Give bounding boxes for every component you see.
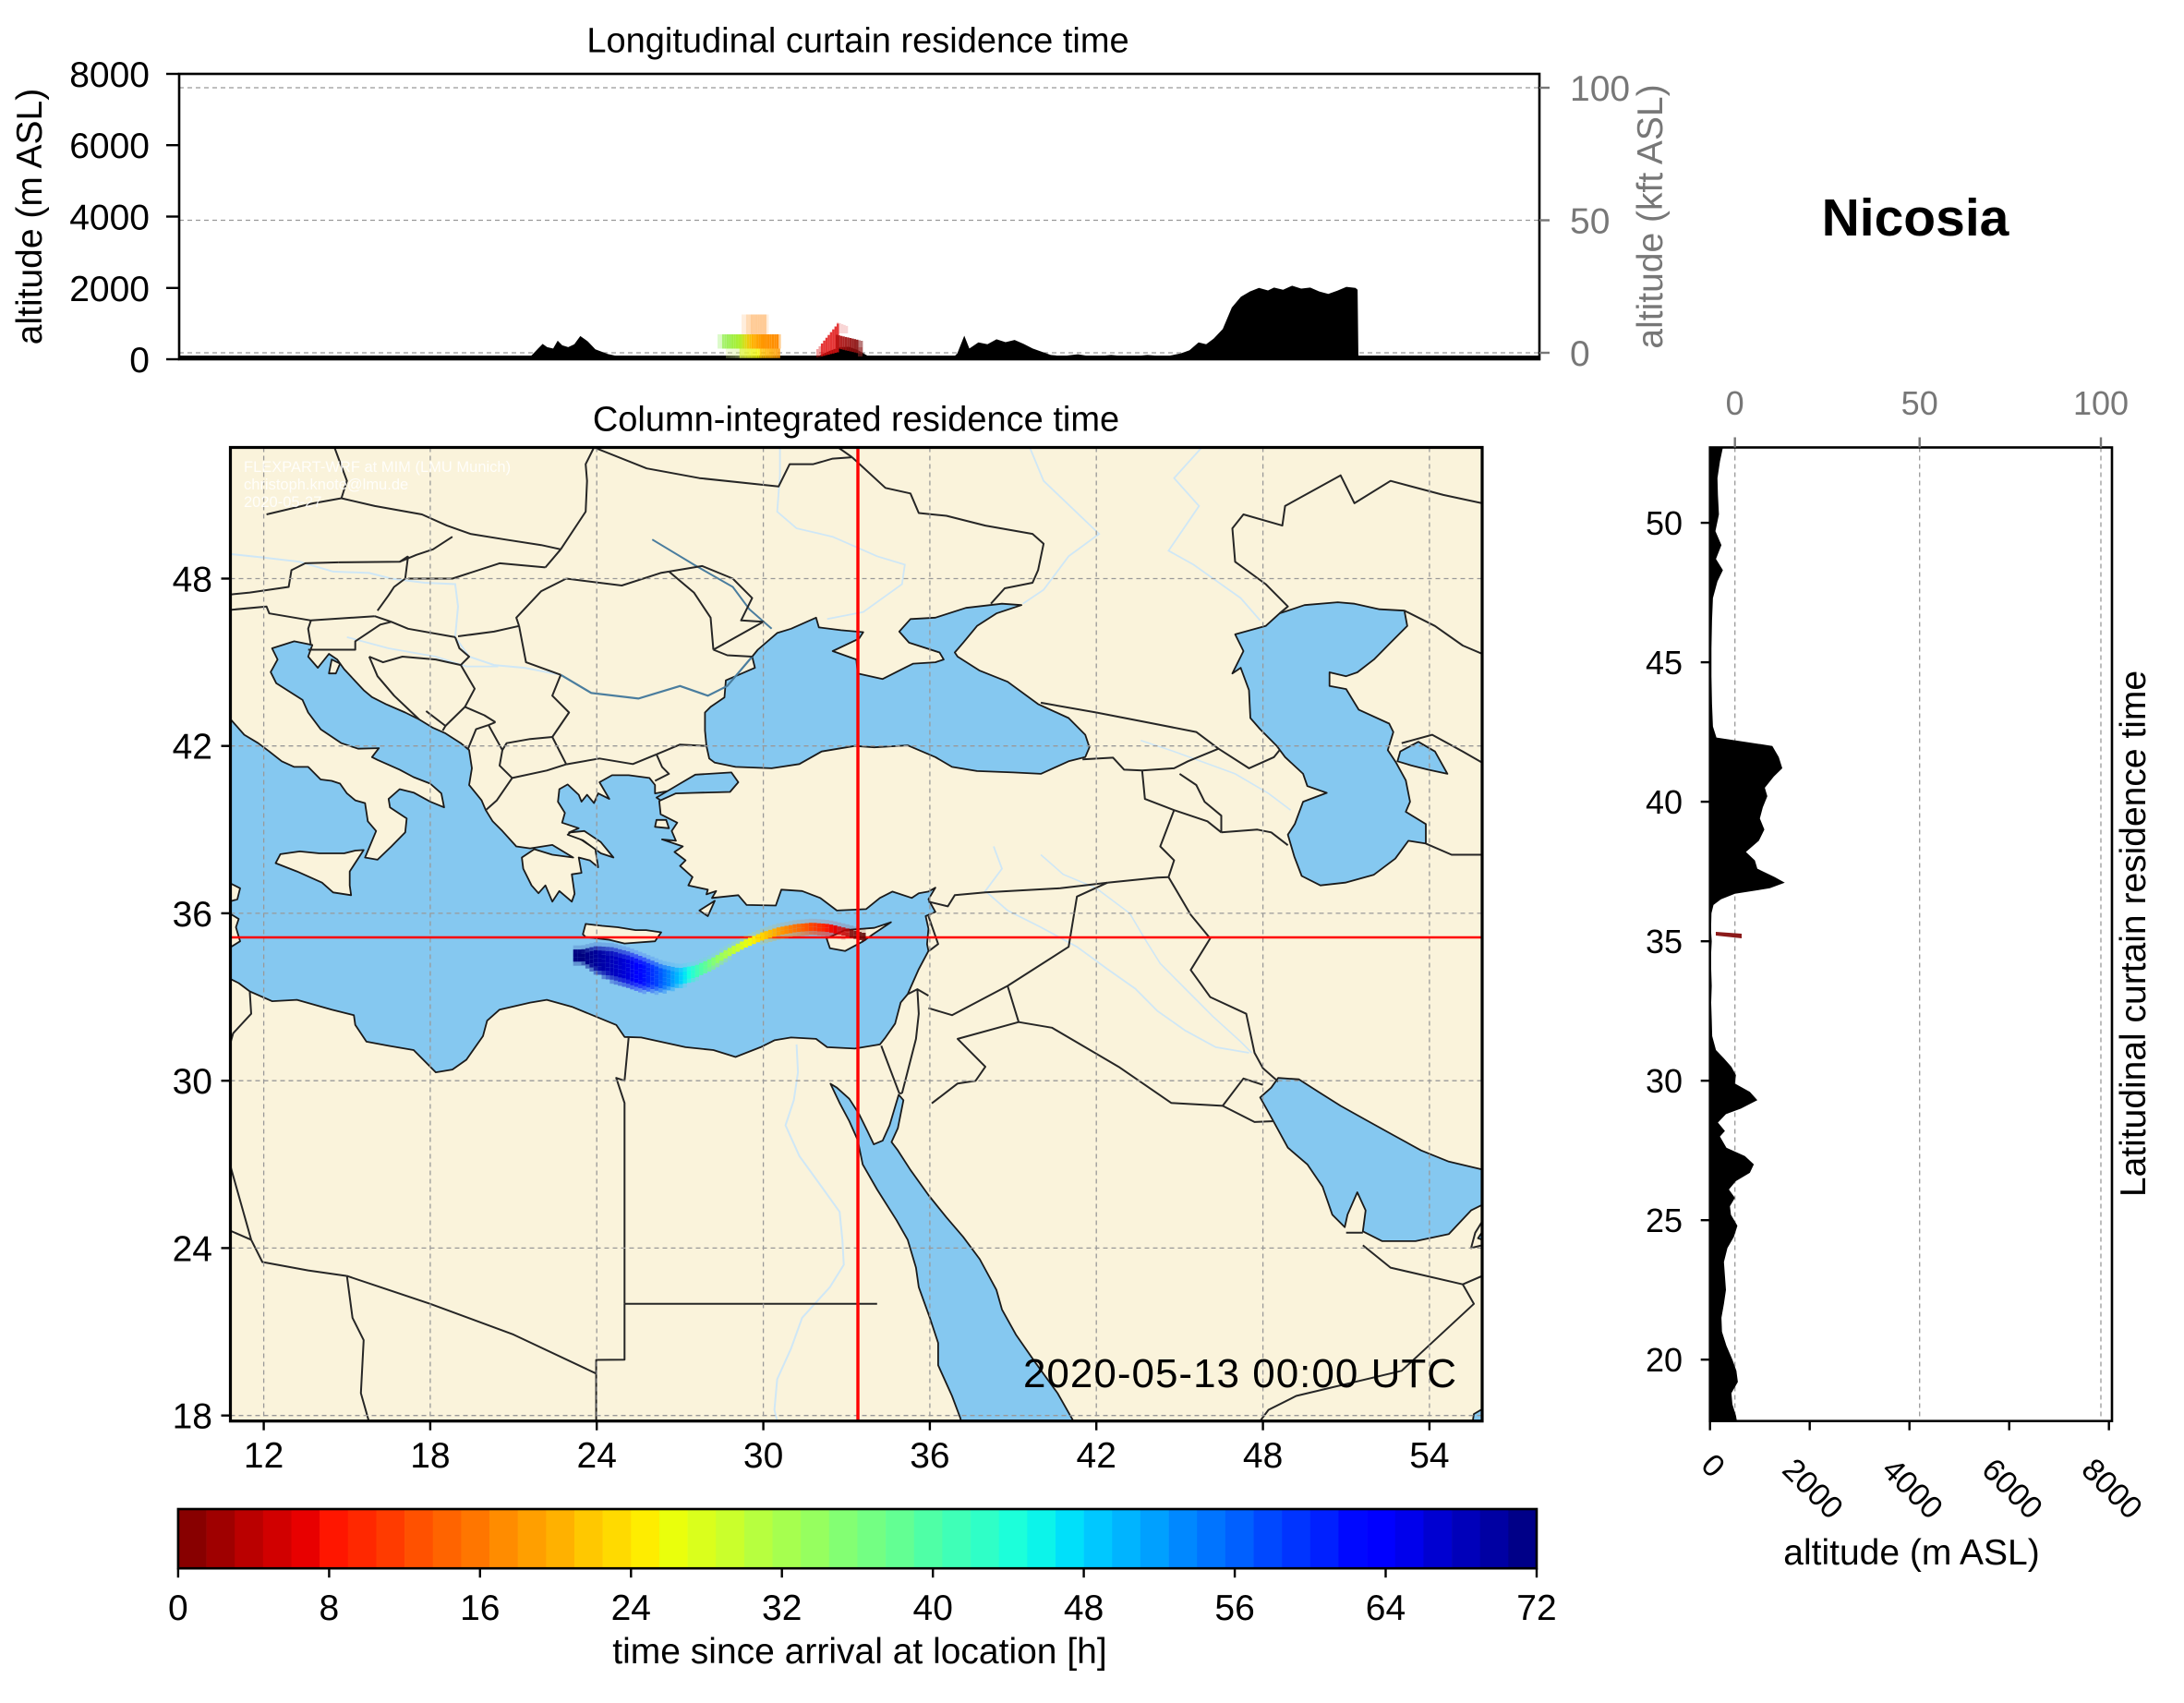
svg-text:48: 48 <box>1064 1588 1104 1628</box>
svg-text:18: 18 <box>410 1436 450 1476</box>
svg-text:24: 24 <box>173 1229 212 1269</box>
svg-text:altitude (m ASL): altitude (m ASL) <box>10 89 50 344</box>
svg-text:18: 18 <box>173 1397 212 1437</box>
svg-text:48: 48 <box>173 561 212 600</box>
svg-text:45: 45 <box>1646 644 1683 682</box>
svg-text:time since arrival at location: time since arrival at location [h] <box>612 1632 1106 1672</box>
svg-text:8000: 8000 <box>69 55 150 95</box>
svg-text:24: 24 <box>611 1588 651 1628</box>
svg-text:48: 48 <box>1243 1436 1283 1476</box>
svg-text:altitude (m ASL): altitude (m ASL) <box>1783 1533 2039 1573</box>
svg-text:32: 32 <box>762 1588 802 1628</box>
svg-text:40: 40 <box>1646 783 1683 821</box>
svg-text:50: 50 <box>1901 384 1938 422</box>
svg-text:Column-integrated residence ti: Column-integrated residence time <box>593 401 1119 440</box>
svg-text:40: 40 <box>913 1588 953 1628</box>
svg-text:42: 42 <box>1077 1436 1116 1476</box>
svg-text:Longitudinal curtain residence: Longitudinal curtain residence time <box>586 22 1128 61</box>
svg-text:50: 50 <box>1570 202 1610 242</box>
svg-text:Latitudinal curtain residence: Latitudinal curtain residence time <box>2114 670 2154 1197</box>
svg-text:36: 36 <box>910 1436 949 1476</box>
svg-text:30: 30 <box>173 1062 212 1102</box>
svg-text:Nicosia: Nicosia <box>1822 188 2010 248</box>
svg-text:2020-05-13 00:00 UTC: 2020-05-13 00:00 UTC <box>1023 1351 1457 1396</box>
svg-text:30: 30 <box>743 1436 783 1476</box>
svg-text:christoph.knote@lmu.de: christoph.knote@lmu.de <box>244 477 408 493</box>
svg-text:42: 42 <box>173 728 212 767</box>
svg-text:2000: 2000 <box>69 270 150 309</box>
svg-text:0: 0 <box>168 1588 188 1628</box>
svg-text:64: 64 <box>1366 1588 1406 1628</box>
svg-text:100: 100 <box>2073 384 2129 422</box>
svg-text:50: 50 <box>1646 504 1683 542</box>
svg-text:20: 20 <box>1646 1341 1683 1379</box>
svg-text:0: 0 <box>1726 384 1744 422</box>
svg-text:56: 56 <box>1214 1588 1254 1628</box>
svg-text:0: 0 <box>129 341 150 380</box>
svg-text:8: 8 <box>320 1588 340 1628</box>
svg-text:altitude (kft ASL): altitude (kft ASL) <box>1631 84 1671 348</box>
svg-text:30: 30 <box>1646 1062 1683 1100</box>
svg-text:72: 72 <box>1516 1588 1556 1628</box>
svg-text:FLEXPART-WRF at MIM (LMU Munic: FLEXPART-WRF at MIM (LMU Munich) <box>244 459 511 476</box>
svg-text:12: 12 <box>244 1436 284 1476</box>
svg-text:2020-05-27: 2020-05-27 <box>244 494 321 511</box>
svg-text:25: 25 <box>1646 1202 1683 1239</box>
svg-text:54: 54 <box>1409 1436 1449 1476</box>
svg-text:24: 24 <box>577 1436 617 1476</box>
svg-text:4000: 4000 <box>69 199 150 238</box>
svg-text:35: 35 <box>1646 923 1683 960</box>
svg-text:100: 100 <box>1570 69 1630 109</box>
svg-text:36: 36 <box>173 895 212 935</box>
svg-text:6000: 6000 <box>69 127 150 166</box>
svg-text:0: 0 <box>1570 334 1590 374</box>
svg-text:16: 16 <box>460 1588 500 1628</box>
